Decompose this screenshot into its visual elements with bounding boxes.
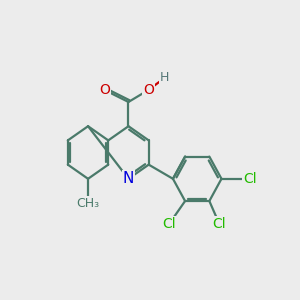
Text: N: N [123, 171, 134, 186]
Text: Cl: Cl [162, 217, 176, 231]
Text: O: O [99, 83, 110, 97]
Text: Cl: Cl [213, 217, 226, 231]
Text: Cl: Cl [243, 172, 256, 186]
Text: CH₃: CH₃ [76, 196, 100, 210]
Text: H: H [160, 71, 170, 84]
Text: O: O [143, 83, 154, 97]
